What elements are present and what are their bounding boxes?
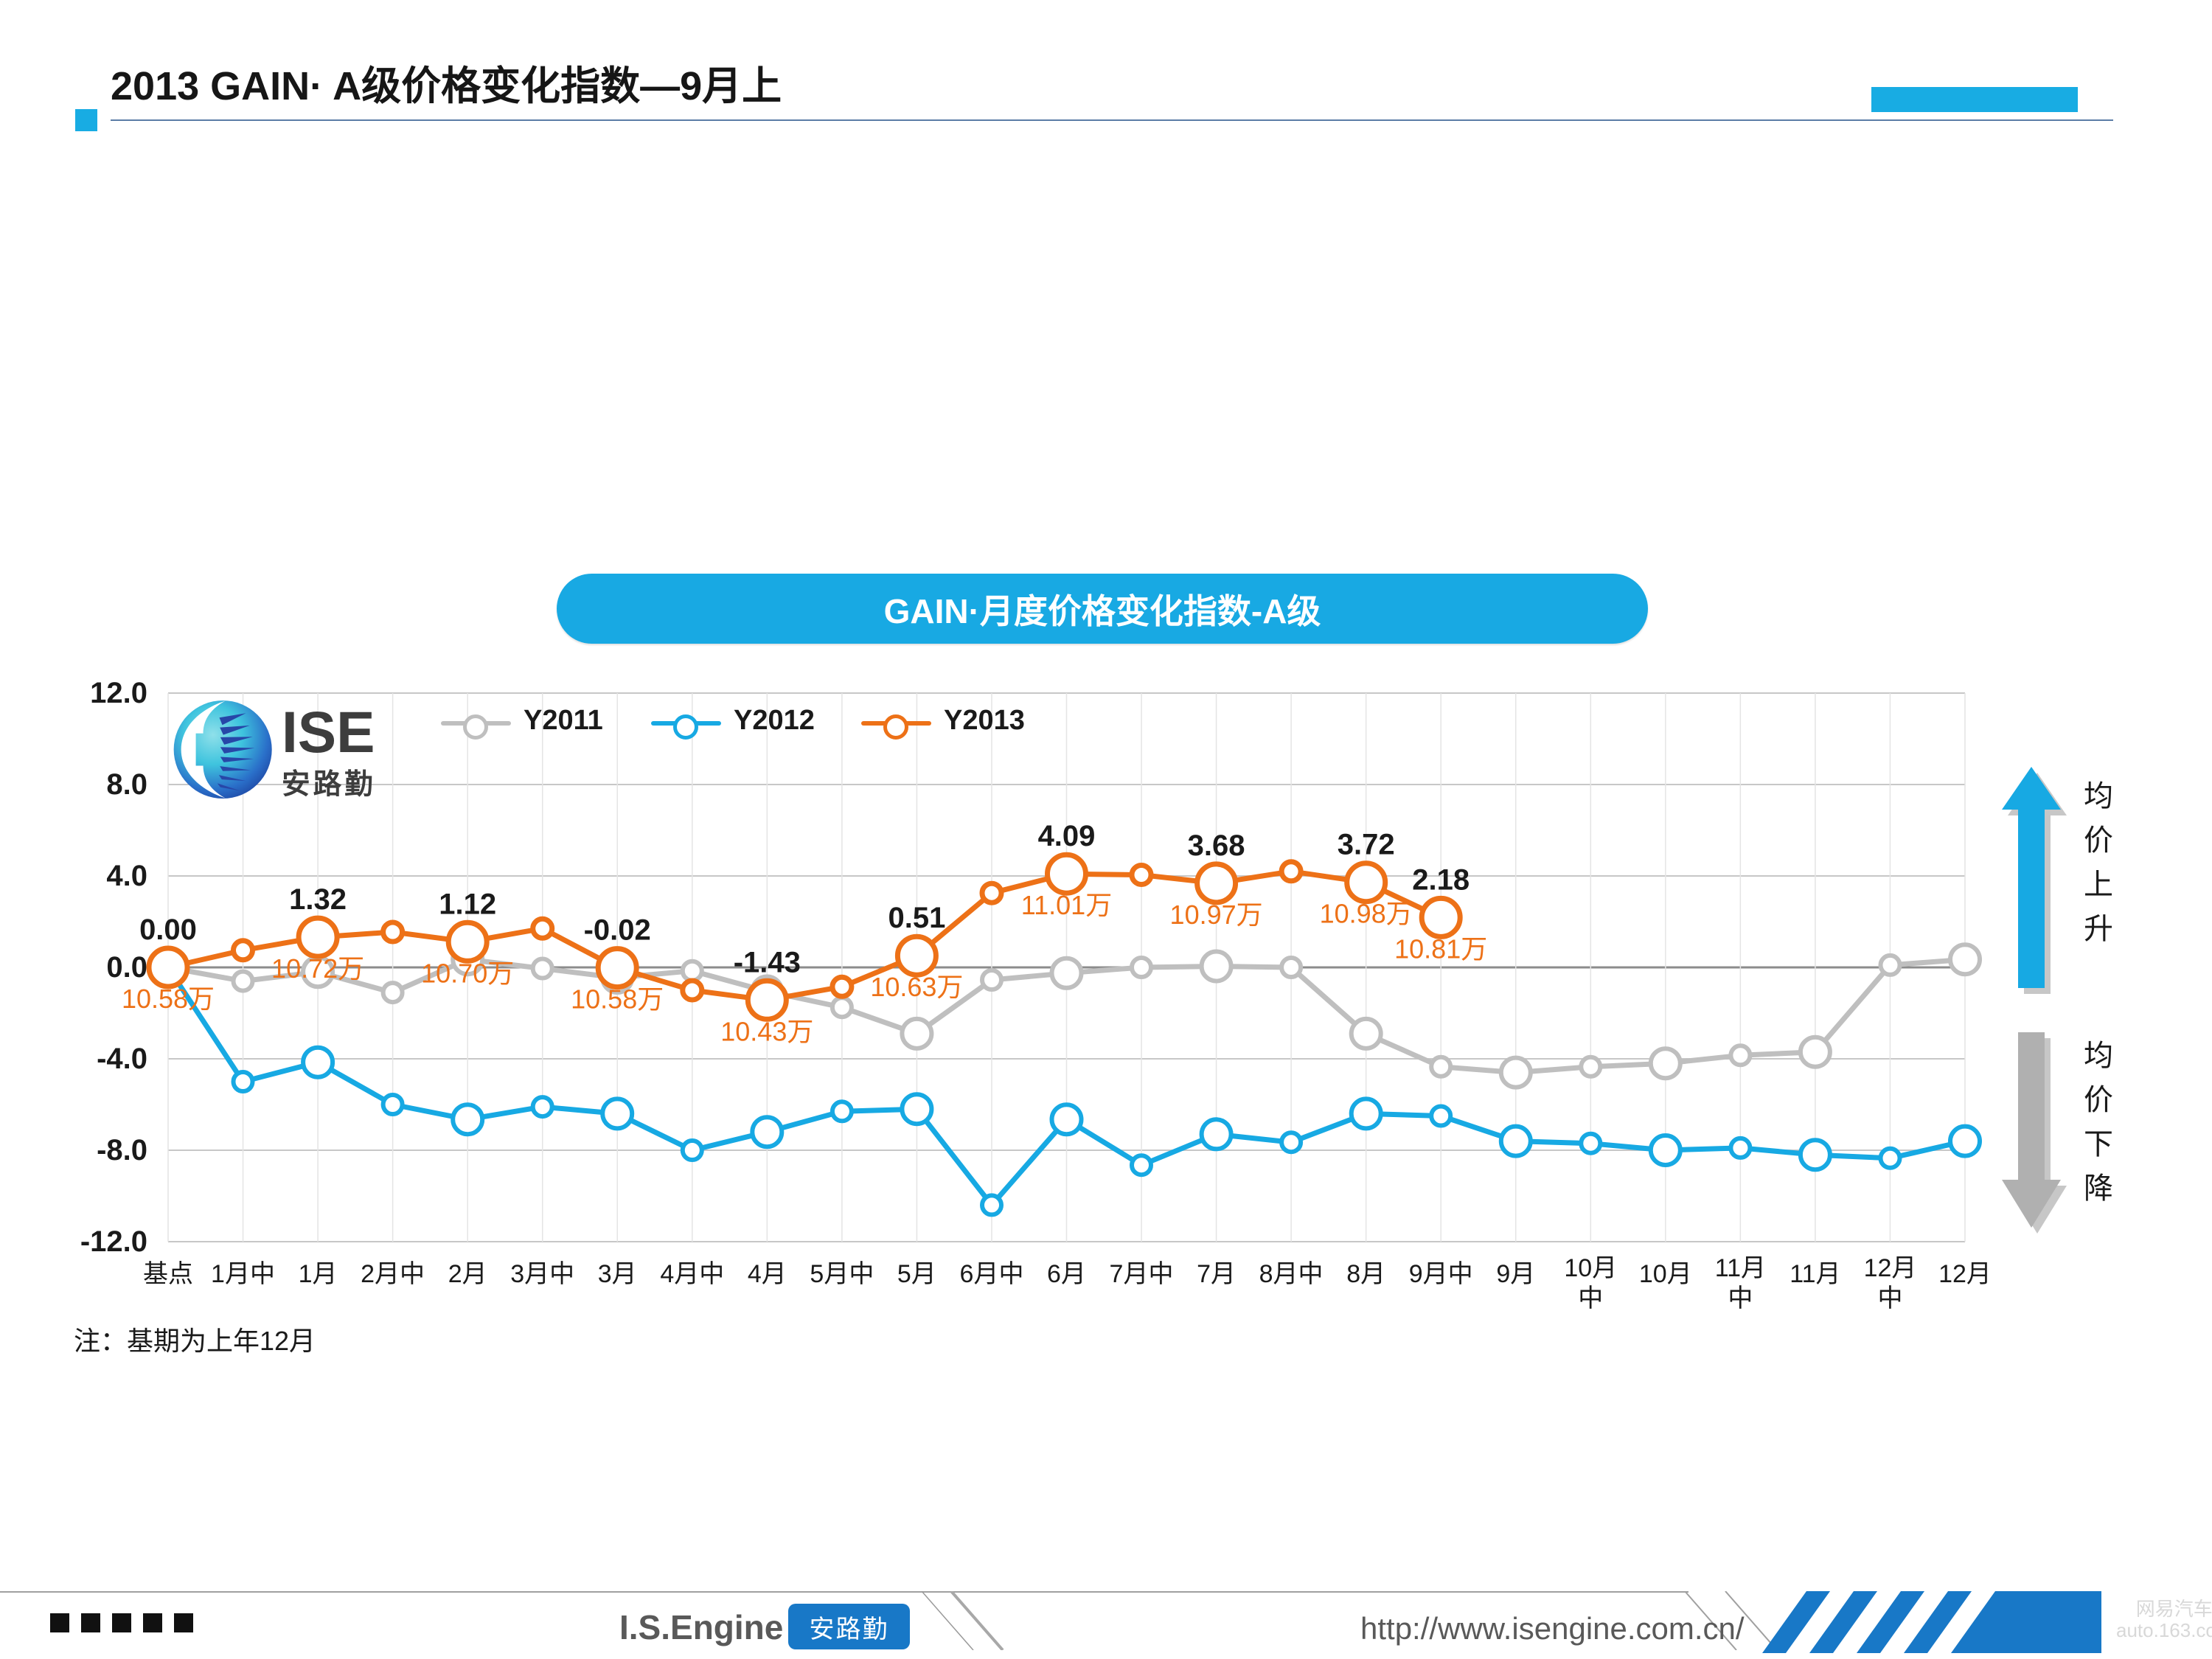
svg-text:10.97万: 10.97万: [1170, 900, 1263, 930]
svg-text:10.72万: 10.72万: [271, 953, 364, 984]
svg-text:3.68: 3.68: [1188, 830, 1245, 862]
svg-text:10.98万: 10.98万: [1320, 899, 1413, 929]
svg-text:ISE: ISE: [282, 700, 375, 765]
svg-text:10.63万: 10.63万: [870, 972, 963, 1002]
svg-text:3.72: 3.72: [1338, 829, 1395, 861]
svg-text:-0.02: -0.02: [584, 914, 651, 947]
svg-text:4.09: 4.09: [1038, 820, 1096, 852]
svg-text:0.51: 0.51: [888, 902, 945, 934]
svg-text:1.12: 1.12: [439, 888, 496, 920]
svg-text:10.70万: 10.70万: [421, 958, 514, 988]
svg-text:0.00: 0.00: [139, 914, 197, 946]
svg-text:-1.43: -1.43: [734, 946, 801, 978]
svg-text:10.81万: 10.81万: [1394, 933, 1487, 964]
svg-text:1.32: 1.32: [289, 883, 347, 916]
svg-text:10.58万: 10.58万: [571, 984, 664, 1015]
svg-text:10.43万: 10.43万: [720, 1016, 813, 1046]
svg-text:11.01万: 11.01万: [1021, 890, 1112, 920]
svg-text:安路勤: 安路勤: [282, 768, 376, 800]
svg-text:2.18: 2.18: [1412, 863, 1470, 896]
svg-text:10.58万: 10.58万: [122, 984, 215, 1014]
